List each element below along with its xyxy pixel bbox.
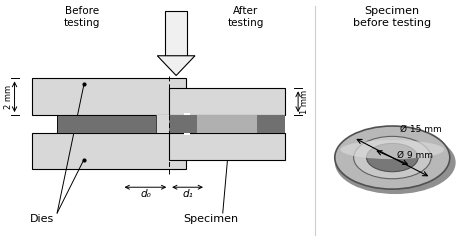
Bar bbox=[257, 115, 285, 133]
Bar bbox=[57, 115, 156, 133]
Polygon shape bbox=[157, 56, 195, 75]
Bar bbox=[169, 115, 197, 133]
Ellipse shape bbox=[366, 143, 418, 172]
Bar bbox=[169, 88, 285, 115]
Bar bbox=[32, 133, 186, 169]
Bar bbox=[156, 115, 186, 133]
Text: Before
testing: Before testing bbox=[64, 6, 100, 28]
Text: Ø 15 mm: Ø 15 mm bbox=[400, 125, 442, 134]
Bar bbox=[57, 115, 156, 133]
Bar bbox=[169, 115, 285, 133]
Bar bbox=[169, 133, 285, 160]
Text: Dies: Dies bbox=[30, 214, 55, 224]
Bar bbox=[184, 113, 190, 135]
Text: After
testing: After testing bbox=[228, 6, 264, 28]
Bar bbox=[32, 79, 186, 115]
Bar bbox=[165, 11, 187, 56]
Text: d₁: d₁ bbox=[182, 189, 193, 199]
Text: 2 mm: 2 mm bbox=[3, 85, 12, 109]
Ellipse shape bbox=[335, 131, 456, 194]
Ellipse shape bbox=[354, 136, 431, 179]
Text: Ø 9 mm: Ø 9 mm bbox=[397, 151, 433, 160]
Ellipse shape bbox=[340, 140, 444, 159]
Text: Specimen
before testing: Specimen before testing bbox=[353, 6, 431, 28]
Ellipse shape bbox=[335, 126, 450, 189]
Text: 1 mm: 1 mm bbox=[300, 90, 309, 114]
Text: d₀: d₀ bbox=[140, 189, 151, 199]
Text: Specimen: Specimen bbox=[183, 214, 238, 224]
